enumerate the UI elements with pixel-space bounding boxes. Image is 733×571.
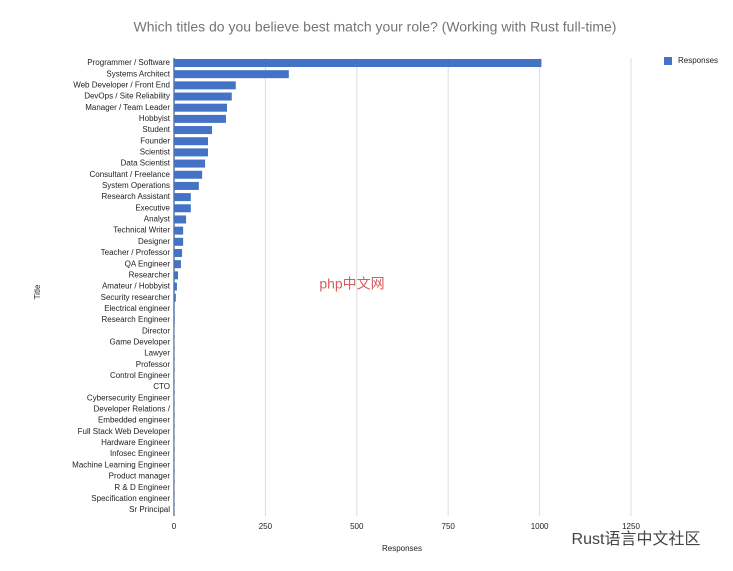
bar <box>174 304 175 313</box>
y-tick-label: Developer Relations / <box>94 405 171 414</box>
y-tick-label: Machine Learning Engineer <box>72 460 170 469</box>
x-tick-label: 750 <box>442 522 456 531</box>
bar <box>174 70 289 79</box>
y-tick-label: Amateur / Hobbyist <box>102 282 171 291</box>
y-tick-label: Product manager <box>109 472 171 481</box>
bar <box>174 137 209 146</box>
y-tick-label: Technical Writer <box>113 226 170 235</box>
y-tick-label: Game Developer <box>110 337 171 346</box>
y-axis-label: Title <box>33 284 42 299</box>
y-tick-label: Consultant / Freelance <box>90 170 171 179</box>
x-tick-label: 1250 <box>622 522 640 531</box>
legend-label: Responses <box>678 56 718 65</box>
y-tick-label: Programmer / Software <box>87 58 170 67</box>
y-tick-label: Research Engineer <box>102 315 171 324</box>
bar <box>174 215 187 224</box>
bar <box>174 204 191 213</box>
y-tick-label: Researcher <box>129 270 171 279</box>
y-tick-label: Executive <box>135 203 170 212</box>
y-tick-label: Teacher / Professor <box>101 248 171 257</box>
y-tick-label: DevOps / Site Reliability <box>84 92 170 101</box>
y-tick-label: Full Stack Web Developer <box>78 427 171 436</box>
y-tick-label: Web Developer / Front End <box>73 80 170 89</box>
chart-title: Which titles do you believe best match y… <box>134 19 617 35</box>
y-tick-label: Scientist <box>140 148 171 157</box>
bar <box>174 114 226 123</box>
bar <box>174 103 228 112</box>
bar <box>174 260 181 269</box>
bar <box>174 92 232 101</box>
y-tick-label: Control Engineer <box>110 371 170 380</box>
y-tick-label: Systems Architect <box>106 69 170 78</box>
y-tick-label: Cybersecurity Engineer <box>87 393 170 402</box>
y-tick-label: Security researcher <box>101 293 171 302</box>
y-tick-label: Professor <box>136 360 171 369</box>
y-tick-label: Lawyer <box>144 349 170 358</box>
bar <box>174 271 179 280</box>
bar <box>174 181 199 190</box>
y-tick-label: Electrical engineer <box>104 304 170 313</box>
y-tick-label: Data Scientist <box>121 159 171 168</box>
bar <box>174 248 183 257</box>
bar <box>174 282 177 291</box>
y-tick-label: Hobbyist <box>139 114 171 123</box>
x-tick-label: 0 <box>172 522 177 531</box>
bar <box>174 316 175 325</box>
y-tick-label: Designer <box>138 237 170 246</box>
bar <box>174 81 236 90</box>
y-tick-label: Founder <box>140 136 170 145</box>
y-tick-label: Hardware Engineer <box>101 438 170 447</box>
bar <box>174 126 213 135</box>
bar <box>174 159 206 168</box>
watermark: php中文网 <box>319 276 384 292</box>
y-tick-label: Research Assistant <box>102 192 171 201</box>
bar <box>174 148 209 157</box>
y-tick-label: Specification engineer <box>91 494 170 503</box>
bar <box>174 237 184 246</box>
y-tick-label: Embedded engineer <box>98 416 170 425</box>
y-tick-label: System Operations <box>102 181 170 190</box>
y-tick-label: Manager / Team Leader <box>85 103 170 112</box>
y-tick-label: QA Engineer <box>125 259 171 268</box>
x-tick-label: 250 <box>259 522 273 531</box>
y-tick-label: R & D Engineer <box>114 483 170 492</box>
y-tick-label: Director <box>142 326 170 335</box>
y-tick-label: Sr Principal <box>129 505 170 514</box>
y-tick-label: Student <box>142 125 170 134</box>
bar <box>174 293 176 302</box>
x-tick-label: 1000 <box>531 522 549 531</box>
bar <box>174 59 542 67</box>
watermark: Rust语言中文社区 <box>572 530 701 548</box>
bar <box>174 193 191 202</box>
x-tick-label: 500 <box>350 522 364 531</box>
y-tick-label: Analyst <box>144 215 171 224</box>
bar <box>174 226 184 235</box>
legend-swatch <box>664 57 672 65</box>
y-tick-label: Infosec Engineer <box>110 449 170 458</box>
x-axis-label: Responses <box>382 544 422 553</box>
bar <box>174 170 203 179</box>
y-tick-label: CTO <box>153 382 170 391</box>
